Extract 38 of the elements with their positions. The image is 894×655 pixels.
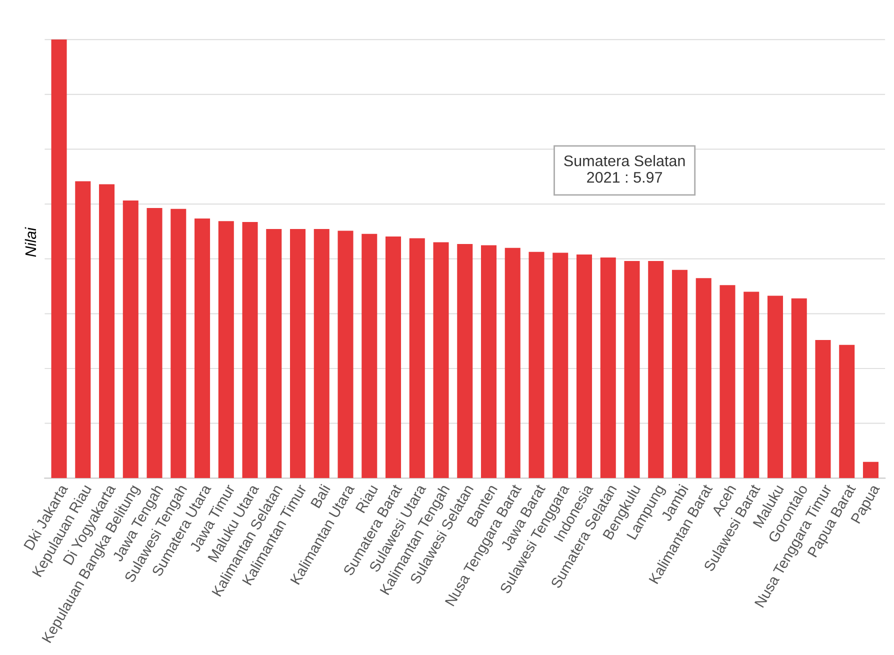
bar <box>552 252 568 478</box>
bar <box>815 340 831 478</box>
bar <box>290 229 306 478</box>
bar <box>194 218 210 478</box>
bar <box>99 184 115 478</box>
bar <box>744 292 760 478</box>
bar <box>362 234 378 478</box>
bar <box>720 285 736 478</box>
bar <box>266 229 282 478</box>
bar <box>122 200 138 478</box>
bar <box>409 238 425 478</box>
bar <box>767 296 783 478</box>
bar <box>218 221 234 478</box>
bar <box>480 245 497 478</box>
bar <box>791 298 807 478</box>
bar <box>51 40 67 478</box>
bar <box>338 230 354 478</box>
bar <box>600 258 616 478</box>
bar <box>386 236 402 478</box>
bar <box>242 222 258 478</box>
bar <box>170 208 186 478</box>
annotation: Sumatera Selatan 2021 : 5.97 <box>564 155 685 183</box>
x-tick-label: Bali <box>310 484 330 508</box>
y-axis-title: Nilai <box>24 227 36 257</box>
bar <box>528 252 544 478</box>
bar <box>75 181 91 478</box>
bar <box>146 208 162 478</box>
bar <box>839 344 855 478</box>
bar <box>433 242 449 478</box>
bar <box>314 229 330 478</box>
bar <box>672 270 688 478</box>
bar <box>696 278 712 478</box>
bar <box>576 254 592 478</box>
bar <box>504 248 520 478</box>
bar <box>648 261 664 478</box>
bar <box>624 261 640 478</box>
bar <box>457 244 473 478</box>
bar <box>862 462 878 478</box>
